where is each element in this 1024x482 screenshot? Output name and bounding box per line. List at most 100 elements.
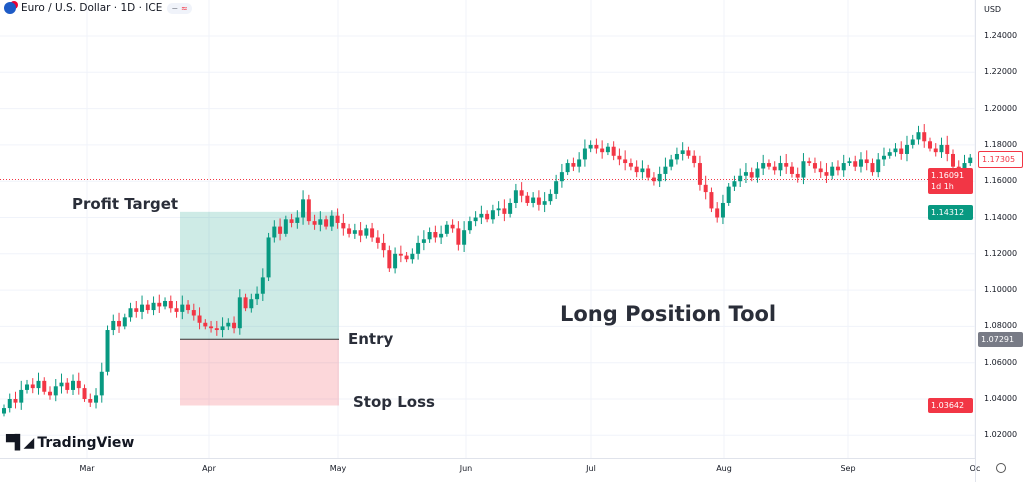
candle-body [404,255,409,260]
candle-body [25,384,30,390]
candle [99,362,104,403]
candle [588,140,593,153]
profit-zone [180,211,339,340]
candle [749,167,754,182]
candle-body [623,159,628,164]
candle-body [7,399,12,409]
symbol-header[interactable]: Euro / U.S. Dollar · 1D · ICE − ≈ [4,2,192,14]
candle-body [789,166,794,174]
candle [789,162,794,178]
time-tick: Aug [716,464,732,473]
candle-body [824,172,829,176]
candle [709,187,714,213]
candle-body [588,144,593,149]
last-price-badge: 1.17305 [978,151,1023,168]
price-chart[interactable] [0,0,975,458]
candle [370,222,375,242]
candle [444,221,449,237]
candle-body [30,384,35,389]
candle [490,204,495,224]
candle-body [749,172,754,178]
candle [157,294,162,313]
candle [214,320,219,336]
candle-body [243,297,248,309]
candle-body [444,224,449,234]
candle-body [335,215,340,223]
candle-body [778,163,783,171]
candle-body [53,386,58,396]
candle [421,230,426,251]
candle [772,161,777,175]
candle [467,216,472,234]
candle [531,192,536,208]
candle [893,143,898,157]
candle [795,167,800,183]
candle-body [456,228,461,245]
candle-body [13,399,18,403]
candle-body [410,253,415,260]
indicator-pill[interactable]: − ≈ [167,2,192,14]
candle [42,377,47,395]
candle-body [2,408,6,414]
candle [818,161,823,178]
price-axis[interactable]: 1.02000 1.04000 1.06000 1.08000 1.10000 1.120… [928,0,1024,482]
candle [617,148,622,166]
candle [904,135,909,162]
candle [657,166,662,188]
pill-a: − [171,3,179,13]
candle-body [876,159,881,173]
candle-body [617,155,622,160]
candle [111,314,116,336]
candle [13,391,18,409]
candle [398,245,403,263]
candle-body [439,233,444,238]
candle [628,158,633,171]
candle [939,137,944,158]
candle-body [818,168,823,173]
candle-body [899,148,904,154]
candle [646,164,651,181]
candle [669,154,674,171]
candle [404,251,409,263]
candle-body [140,304,145,312]
candle-body [88,399,93,403]
candle-body [801,161,806,178]
candle-body [186,304,191,311]
price-tick: 1.16000 [984,176,1018,186]
candle-body [536,197,541,205]
candle-body [968,157,973,164]
candle [582,139,587,167]
candle [807,157,812,166]
candle-body [163,300,168,307]
tradingview-logo[interactable]: ▀▌◢ TradingView [6,435,134,451]
price-tick: 1.24000 [984,31,1018,40]
candle-body [933,148,938,153]
candle [916,125,921,145]
candle-body [686,150,691,156]
candle [513,183,518,209]
candle-body [646,168,651,178]
candle [519,182,524,203]
time-axis[interactable]: Mar Apr May Jun Jul Aug Sep Oc [0,458,980,482]
settings-gear-icon[interactable] [996,463,1006,473]
candle [289,213,294,228]
candle-body [496,208,501,211]
candle-body [289,219,294,223]
currency-label[interactable]: USD [984,5,1002,14]
candle [88,393,93,407]
candle-body [559,172,564,182]
candle-body [111,320,116,331]
candle [19,380,24,410]
candle-body [508,202,513,214]
candle [128,302,133,322]
price-tick: 1.08000 [984,321,1018,331]
candle-body [628,163,633,167]
candle [801,153,806,185]
candle [870,158,875,176]
candle-body [232,322,237,329]
candle-body [462,230,467,245]
candle [364,224,369,239]
candle [922,124,927,148]
candle-body [48,391,53,396]
candle [738,168,743,188]
